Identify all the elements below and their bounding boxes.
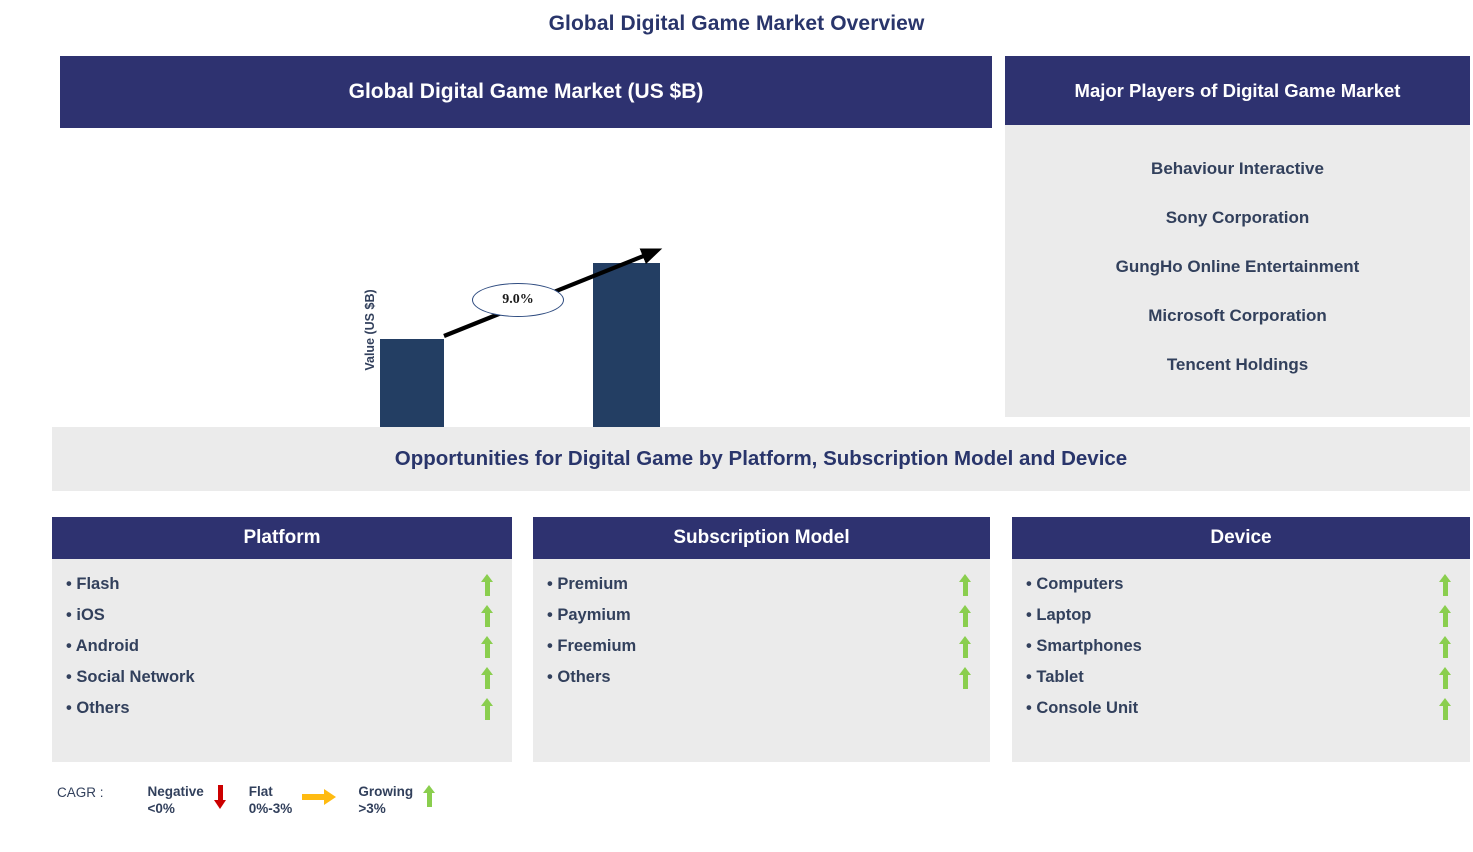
major-players-panel: Major Players of Digital Game Market Beh… [1005, 56, 1470, 417]
chart-y-axis-label: Value (US $B) [363, 289, 377, 371]
list-item: • iOS [66, 600, 494, 631]
list-item-label: • iOS [66, 606, 105, 624]
opportunity-column-platform: Platform • Flash • iOS • Android • Socia… [52, 517, 512, 762]
arrow-down-red-icon [213, 785, 227, 814]
list-item: • Freemium [547, 631, 972, 662]
cagr-callout: 9.0% [472, 283, 564, 317]
legend-entry-growing-text: Growing >3% [358, 783, 413, 817]
column-header-subscription-model: Subscription Model [533, 517, 990, 559]
list-item: GungHo Online Entertainment [1115, 257, 1360, 276]
arrow-up-green-icon [481, 604, 494, 627]
legend-entry-flat-range: 0%-3% [248, 801, 293, 816]
opportunities-title: Opportunities for Digital Game by Platfo… [394, 447, 1128, 470]
column-body-subscription-model: • Premium • Paymium • Freemium • Others [533, 559, 990, 762]
arrow-up-green-icon [959, 635, 972, 658]
list-item-label: • Console Unit [1026, 699, 1139, 717]
list-item-label: • Others [66, 699, 130, 717]
arrow-up-green-icon [1439, 666, 1452, 689]
list-item-label: • Social Network [66, 668, 195, 686]
list-item-label: • Others [547, 668, 611, 686]
list-item: • Console Unit [1026, 693, 1452, 724]
chart-panel-header: Global Digital Game Market (US $B) [60, 56, 992, 128]
growth-arrow-icon [443, 248, 663, 338]
major-players-list: Behaviour Interactive Sony Corporation G… [1005, 125, 1470, 417]
list-item-label: • Smartphones [1026, 637, 1142, 655]
legend-entry-growing-name: Growing [358, 784, 414, 799]
arrow-up-green-icon [481, 697, 494, 720]
legend-entry-growing-range: >3% [358, 801, 386, 816]
arrow-up-green-icon [481, 573, 494, 596]
market-chart-panel: Global Digital Game Market (US $B) Value… [60, 56, 992, 481]
column-header-device: Device [1012, 517, 1470, 559]
arrow-right-orange-icon [302, 785, 337, 810]
legend-entry-flat-name: Flat [248, 784, 273, 799]
legend-entry-growing: Growing >3% [358, 783, 446, 817]
opportunity-column-device: Device • Computers • Laptop • Smartphone… [1012, 517, 1470, 762]
list-item-label: • Tablet [1026, 668, 1084, 686]
arrow-up-green-icon [481, 666, 494, 689]
arrow-up-green-icon [1439, 604, 1452, 627]
list-item: • Computers [1026, 569, 1452, 600]
list-item: • Paymium [547, 600, 972, 631]
cagr-legend: CAGR : Negative <0% Flat 0%-3% Growing >… [57, 783, 458, 817]
bar-chart: Value (US $B) 9.0% 2025 2031 Source : Lu… [60, 128, 992, 481]
legend-entry-negative-name: Negative [147, 784, 204, 799]
list-item-label: • Android [66, 637, 139, 655]
column-body-platform: • Flash • iOS • Android • Social Network… [52, 559, 512, 762]
opportunity-column-subscription-model: Subscription Model • Premium • Paymium •… [533, 517, 990, 762]
legend-entry-flat-text: Flat 0%-3% [249, 783, 293, 817]
arrow-up-green-icon [1439, 573, 1452, 596]
list-item: • Laptop [1026, 600, 1452, 631]
list-item-label: • Paymium [547, 606, 631, 624]
arrow-up-green-icon [1439, 697, 1452, 720]
opportunities-banner: Opportunities for Digital Game by Platfo… [52, 427, 1470, 491]
column-header-platform: Platform [52, 517, 512, 559]
list-item: • Social Network [66, 662, 494, 693]
list-item: Behaviour Interactive [1151, 159, 1324, 178]
list-item-label: • Freemium [547, 637, 637, 655]
arrow-up-green-icon [481, 635, 494, 658]
major-players-header: Major Players of Digital Game Market [1005, 56, 1470, 125]
list-item: • Tablet [1026, 662, 1452, 693]
legend-entry-negative-range: <0% [147, 801, 175, 816]
arrow-up-green-icon [959, 604, 972, 627]
arrow-up-green-icon [423, 785, 436, 812]
page-title: Global Digital Game Market Overview [548, 12, 925, 35]
list-item: Tencent Holdings [1166, 355, 1309, 374]
list-item: • Flash [66, 569, 494, 600]
arrow-up-green-icon [1439, 635, 1452, 658]
column-body-device: • Computers • Laptop • Smartphones • Tab… [1012, 559, 1470, 762]
list-item: Microsoft Corporation [1148, 306, 1327, 325]
list-item-label: • Laptop [1026, 606, 1092, 624]
legend-entry-flat: Flat 0%-3% [249, 783, 347, 817]
list-item: • Smartphones [1026, 631, 1452, 662]
cagr-legend-title: CAGR : [57, 785, 104, 800]
list-item-label: • Computers [1026, 575, 1124, 593]
legend-entry-negative: Negative <0% [148, 783, 237, 817]
list-item: Sony Corporation [1165, 208, 1310, 227]
list-item: • Android [66, 631, 494, 662]
arrow-up-green-icon [959, 666, 972, 689]
legend-entry-negative-text: Negative <0% [148, 783, 204, 817]
list-item: • Others [66, 693, 494, 724]
list-item: • Premium [547, 569, 972, 600]
arrow-up-green-icon [959, 573, 972, 596]
list-item: • Others [547, 662, 972, 693]
list-item-label: • Premium [547, 575, 628, 593]
list-item-label: • Flash [66, 575, 120, 593]
